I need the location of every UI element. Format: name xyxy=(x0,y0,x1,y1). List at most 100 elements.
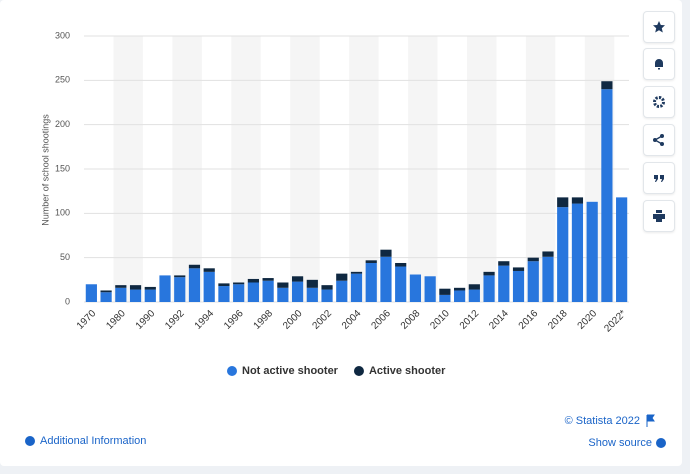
x-tick-label: 1992 xyxy=(163,308,187,332)
bar-segment xyxy=(527,257,539,262)
bar-segment xyxy=(277,282,289,288)
y-tick-label: 250 xyxy=(55,75,70,85)
bar-segment xyxy=(144,289,156,302)
bar-segment xyxy=(306,279,318,288)
bar-segment xyxy=(174,277,186,302)
bar-segment xyxy=(262,280,274,302)
favorite-button[interactable] xyxy=(643,11,675,43)
bar-segment xyxy=(115,285,127,288)
bar-segment xyxy=(454,290,466,302)
bar-segment xyxy=(380,256,392,302)
bar-segment xyxy=(557,197,569,208)
y-axis-label: Number of school shootings xyxy=(40,114,50,226)
bar-segment xyxy=(336,280,348,302)
bar-segment xyxy=(439,288,451,295)
bar-segment xyxy=(203,268,215,272)
bar-segment xyxy=(498,265,510,302)
copyright[interactable]: © Statista 2022 xyxy=(565,415,640,427)
bar-segment xyxy=(601,81,613,90)
bar-segment xyxy=(409,274,422,302)
bar-segment xyxy=(291,276,304,282)
bar-segment xyxy=(365,260,377,263)
bar-segment xyxy=(454,287,466,291)
bar-segment xyxy=(188,268,201,302)
share-button[interactable] xyxy=(643,124,675,156)
bar-segment xyxy=(571,203,584,302)
x-tick-label: 2010 xyxy=(428,308,452,332)
bar-segment xyxy=(424,276,436,302)
x-tick-label: 2012 xyxy=(458,308,482,332)
bar-segment xyxy=(468,289,480,302)
bar-segment xyxy=(247,278,259,283)
x-tick-label: 2004 xyxy=(340,308,364,332)
flag-icon xyxy=(646,414,655,427)
x-tick-label: 2022* xyxy=(602,308,628,334)
bar-segment xyxy=(218,283,230,287)
bar-segment xyxy=(616,197,628,302)
bar-segment xyxy=(233,282,245,285)
show-source[interactable]: Show source xyxy=(588,437,652,449)
bar-segment xyxy=(233,284,245,302)
bar-segment xyxy=(100,292,112,302)
bar-segment xyxy=(188,264,201,269)
footer: © Statista 2022 Show source Additional I… xyxy=(25,414,666,449)
bar-segment xyxy=(203,271,215,302)
x-tick-label: 2006 xyxy=(369,308,393,332)
x-tick-label: 1998 xyxy=(252,308,276,332)
y-tick-label: 0 xyxy=(65,296,70,306)
bar-segment xyxy=(129,289,142,302)
settings-button[interactable] xyxy=(643,86,675,118)
x-tick-label: 2002 xyxy=(311,308,335,332)
y-tick-label: 150 xyxy=(55,163,70,173)
bar-segment xyxy=(159,275,171,302)
bar-segment xyxy=(144,286,156,290)
cite-button[interactable] xyxy=(643,162,675,194)
x-tick-label: 2008 xyxy=(399,308,423,332)
bar-segment xyxy=(174,275,186,278)
bar-segment xyxy=(483,275,495,302)
x-tick-label: 1970 xyxy=(75,308,99,332)
bar-segment xyxy=(542,256,554,302)
bar-segment xyxy=(218,286,230,302)
bar-segment xyxy=(380,249,392,257)
x-tick-label: 2018 xyxy=(546,308,570,332)
legend-marker xyxy=(353,366,364,376)
x-tick-label: 2000 xyxy=(281,308,305,332)
y-tick-label: 50 xyxy=(60,252,70,262)
legend-marker xyxy=(227,366,237,376)
info-icon xyxy=(656,438,666,448)
bar-segment xyxy=(571,197,584,204)
bar-segment xyxy=(350,271,363,274)
bar-segment xyxy=(85,284,97,302)
print-button[interactable] xyxy=(643,200,675,232)
bar-segment xyxy=(601,89,613,302)
bar-segment xyxy=(247,282,259,302)
bar-segment xyxy=(321,289,333,302)
y-tick-label: 100 xyxy=(55,208,70,218)
bar-segment xyxy=(512,270,525,302)
bar-segment xyxy=(336,273,348,281)
alert-button[interactable] xyxy=(643,48,675,80)
bar-segment xyxy=(439,294,451,302)
info-icon xyxy=(25,436,35,446)
bar-segment xyxy=(115,287,127,302)
x-tick-label: 2020 xyxy=(576,308,600,332)
bar-segment xyxy=(291,281,304,302)
bar-segment xyxy=(557,207,569,302)
bar-segment xyxy=(129,285,142,290)
bar-segment xyxy=(321,285,333,290)
y-tick-label: 300 xyxy=(55,30,70,40)
bar-segment xyxy=(586,201,598,302)
bar-segment xyxy=(277,287,289,302)
bar-segment xyxy=(350,273,363,302)
additional-info[interactable]: Additional Information xyxy=(40,435,146,447)
legend-label: Active shooter xyxy=(369,365,446,377)
x-tick-label: 2014 xyxy=(487,308,511,332)
bar-segment xyxy=(483,271,495,276)
bar-segment xyxy=(542,251,554,257)
bar-segment xyxy=(395,266,407,302)
x-tick-label: 2016 xyxy=(517,308,541,332)
bar-segment xyxy=(262,278,274,281)
